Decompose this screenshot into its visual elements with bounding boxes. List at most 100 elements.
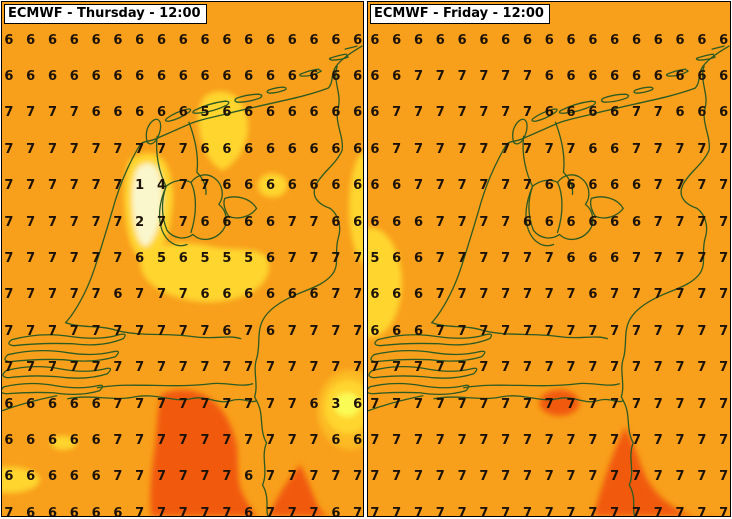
grid-value: 6 bbox=[69, 69, 79, 85]
grid-value: 5 bbox=[370, 251, 380, 267]
grid-value: 6 bbox=[265, 214, 275, 230]
grid-value: 6 bbox=[331, 141, 341, 157]
grid-value: 7 bbox=[113, 214, 123, 230]
grid-value: 6 bbox=[719, 105, 729, 121]
grid-value: 6 bbox=[309, 105, 319, 121]
grid-value: 6 bbox=[156, 32, 166, 48]
grid-value: 7 bbox=[47, 214, 58, 230]
grid-value: 7 bbox=[522, 251, 532, 267]
grid-value: 7 bbox=[26, 360, 36, 376]
grid-value: 6 bbox=[353, 396, 363, 412]
grid-value: 7 bbox=[501, 505, 511, 517]
grid-value: 7 bbox=[413, 105, 424, 121]
grid-value: 7 bbox=[392, 360, 402, 376]
grid-value: 7 bbox=[309, 214, 319, 230]
grid-value: 6 bbox=[113, 69, 123, 85]
grid-value: 7 bbox=[113, 432, 123, 448]
grid-value: 7 bbox=[719, 469, 729, 485]
grid-value: 1 bbox=[135, 178, 145, 194]
grid-value: 6 bbox=[200, 287, 210, 303]
grid-value: 6 bbox=[353, 178, 363, 194]
grid-value: 4 bbox=[156, 178, 166, 194]
grid-value: 7 bbox=[501, 214, 511, 230]
grid-value: 7 bbox=[697, 178, 707, 194]
grid-value: 7 bbox=[287, 214, 297, 230]
grid-value: 7 bbox=[91, 360, 101, 376]
grid-value: 6 bbox=[135, 105, 145, 121]
grid-value: 7 bbox=[69, 251, 79, 267]
grid-value: 6 bbox=[353, 141, 363, 157]
grid-value: 6 bbox=[47, 432, 58, 448]
grid-value: 7 bbox=[631, 360, 641, 376]
grid-value: 7 bbox=[544, 469, 554, 485]
grid-value: 7 bbox=[675, 323, 685, 339]
grid-value: 7 bbox=[370, 396, 380, 412]
grid-value: 7 bbox=[675, 251, 685, 267]
grid-value: 7 bbox=[631, 396, 641, 412]
grid-value: 6 bbox=[26, 69, 36, 85]
grid-value: 6 bbox=[69, 469, 79, 485]
grid-value: 7 bbox=[178, 360, 188, 376]
grid-value: 6 bbox=[222, 32, 232, 48]
grid-value: 7 bbox=[91, 178, 101, 194]
grid-value: 7 bbox=[413, 505, 424, 517]
grid-value: 7 bbox=[156, 214, 166, 230]
grid-value: 7 bbox=[4, 141, 14, 157]
grid-value: 6 bbox=[287, 287, 297, 303]
grid-value: 7 bbox=[675, 141, 685, 157]
grid-value: 7 bbox=[200, 360, 210, 376]
grid-value: 7 bbox=[287, 432, 297, 448]
grid-value: 7 bbox=[178, 396, 188, 412]
grid-value: 7 bbox=[697, 432, 707, 448]
grid-value: 6 bbox=[91, 32, 101, 48]
grid-value: 7 bbox=[135, 323, 145, 339]
grid-value: 7 bbox=[653, 360, 663, 376]
grid-value: 6 bbox=[287, 32, 297, 48]
grid-value: 7 bbox=[178, 469, 188, 485]
grid-value: 7 bbox=[113, 360, 123, 376]
grid-value: 7 bbox=[113, 323, 123, 339]
grid-value: 6 bbox=[610, 32, 620, 48]
grid-value: 7 bbox=[244, 432, 254, 448]
grid-value: 7 bbox=[113, 469, 123, 485]
grid-value: 6 bbox=[392, 214, 402, 230]
grid-value: 7 bbox=[156, 505, 166, 517]
grid-value: 6 bbox=[178, 69, 188, 85]
grid-value: 7 bbox=[413, 69, 424, 85]
grid-value: 6 bbox=[4, 432, 14, 448]
grid-value: 7 bbox=[287, 360, 297, 376]
grid-value: 7 bbox=[522, 469, 532, 485]
grid-value: 6 bbox=[113, 32, 123, 48]
grid-value: 7 bbox=[200, 323, 210, 339]
grid-value: 5 bbox=[244, 251, 254, 267]
grid-value: 7 bbox=[588, 323, 598, 339]
grid-value: 7 bbox=[435, 141, 445, 157]
grid-value: 6 bbox=[244, 178, 254, 194]
grid-value: 7 bbox=[200, 178, 210, 194]
grid-value: 6 bbox=[26, 432, 36, 448]
grid-value: 5 bbox=[222, 251, 232, 267]
grid-value: 7 bbox=[200, 505, 210, 517]
grid-value: 6 bbox=[522, 214, 532, 230]
grid-value: 6 bbox=[200, 214, 210, 230]
grid-value: 6 bbox=[544, 214, 554, 230]
grid-value: 7 bbox=[719, 432, 729, 448]
grid-value: 7 bbox=[435, 178, 445, 194]
grid-value: 7 bbox=[588, 432, 598, 448]
grid-value: 7 bbox=[501, 287, 511, 303]
grid-value: 7 bbox=[544, 287, 554, 303]
grid-value: 7 bbox=[719, 396, 729, 412]
grid-value: 7 bbox=[413, 469, 424, 485]
grid-value: 7 bbox=[719, 141, 729, 157]
grid-value: 6 bbox=[222, 178, 232, 194]
grid-value: 7 bbox=[566, 505, 576, 517]
grid-value: 6 bbox=[588, 251, 598, 267]
grid-value: 6 bbox=[675, 69, 685, 85]
grid-value: 7 bbox=[631, 287, 641, 303]
grid-value: 6 bbox=[331, 69, 341, 85]
grid-value: 6 bbox=[69, 32, 79, 48]
grid-value: 6 bbox=[47, 396, 58, 412]
grid-value: 6 bbox=[370, 141, 380, 157]
